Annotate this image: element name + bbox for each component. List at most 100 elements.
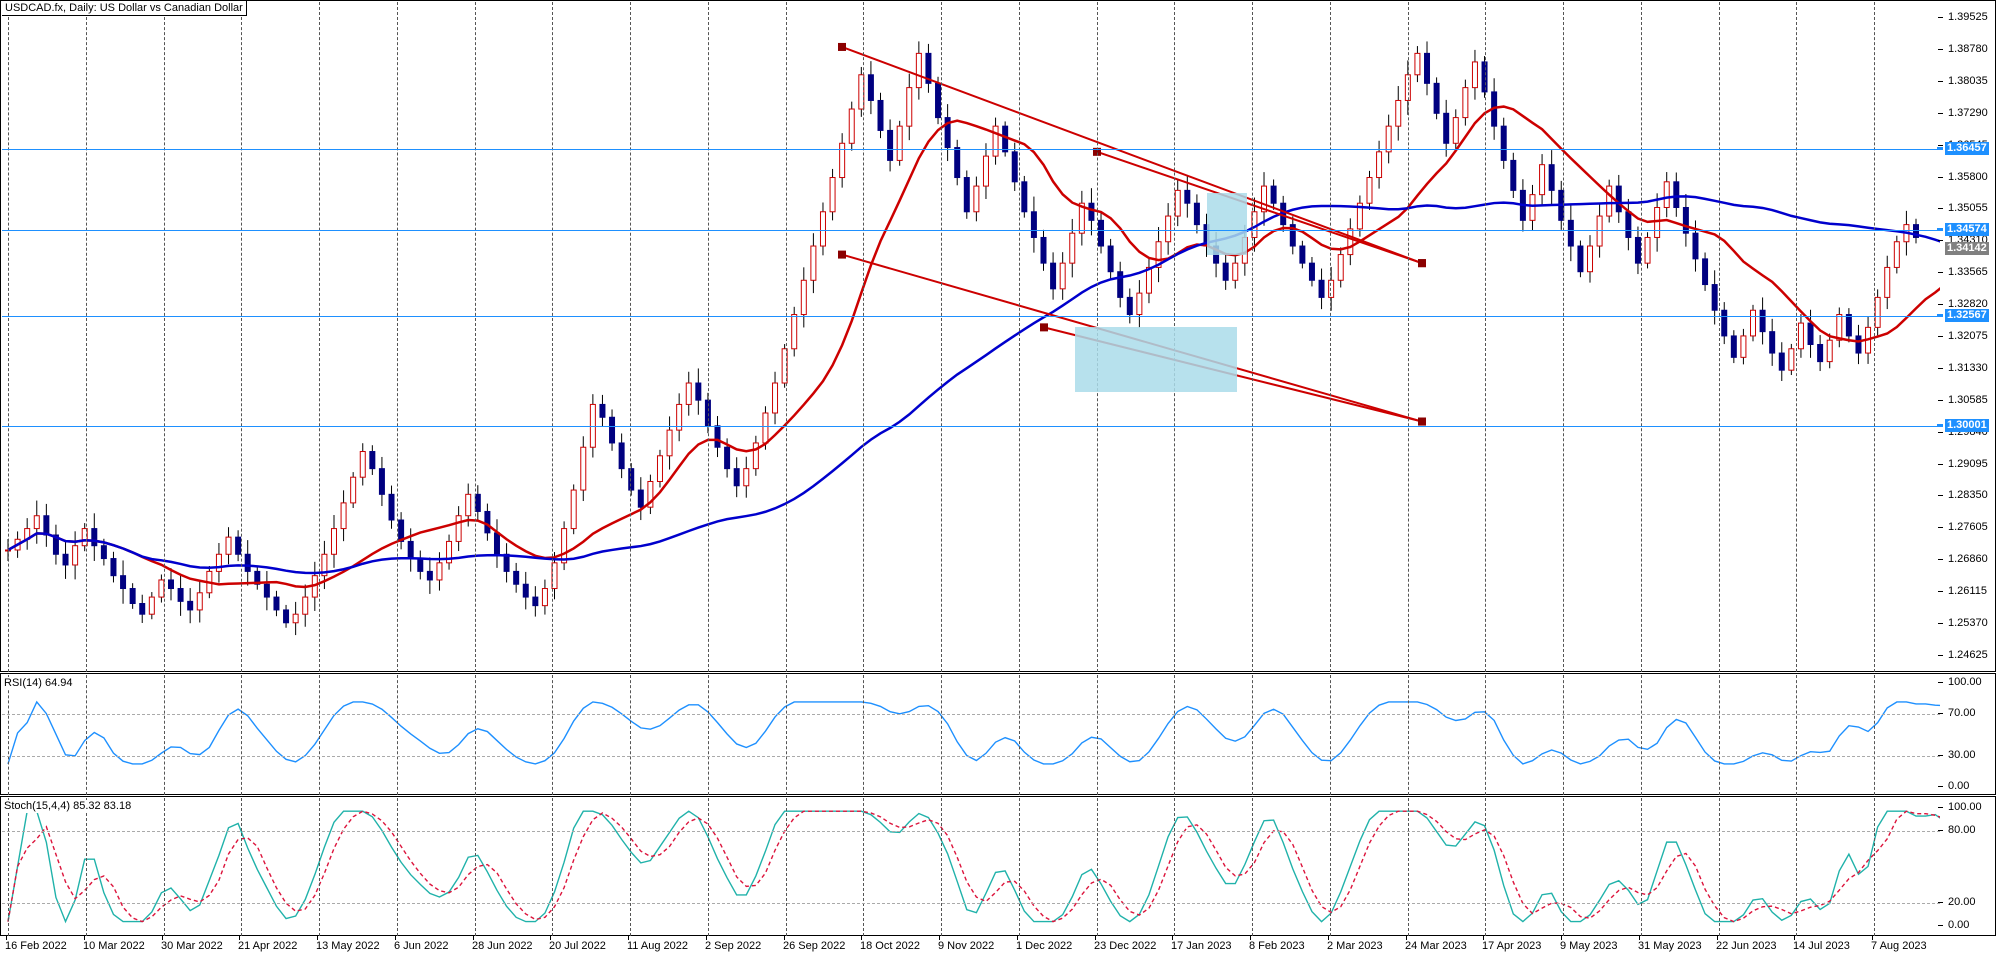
price-level-label: 1.30001 [1945,419,1989,432]
price-axis-label: 1.38035 [1948,75,1988,87]
price-level-label: 1.36457 [1945,142,1989,155]
date-axis-label: 14 Jul 2023 [1793,940,1850,952]
date-axis-tick [239,936,240,940]
downtrend-upper-handle[interactable] [1418,259,1426,268]
vertical-gridline [1796,2,1797,672]
price-axis-tick [1938,272,1943,273]
price-axis-label: 1.38780 [1948,43,1988,55]
date-axis-label: 2 Sep 2022 [705,940,762,952]
price-axis-label: 1.39525 [1948,11,1988,23]
date-axis-tick [1561,936,1562,940]
indicator-axis-tick [1938,682,1943,683]
vertical-gridline [708,798,709,936]
vertical-gridline [1019,798,1020,936]
price-axis-label: 1.30585 [1948,394,1988,406]
date-axis-label: 22 Jun 2023 [1716,940,1777,952]
date-axis-tick [1017,936,1018,940]
rsi-plot-area[interactable] [2,675,1940,795]
support-resistance-line[interactable] [2,426,1940,427]
price-axis-tick [1938,655,1943,656]
vertical-gridline [1019,675,1020,795]
downtrend-lower-inner-handle[interactable] [1040,323,1048,332]
vertical-gridline [1330,2,1331,672]
rsi-panel[interactable]: RSI(14) 64.94 100.00 70.00 30.00 0.00 [0,673,1996,795]
downtrend-upper-inner[interactable] [1096,150,1423,265]
price-axis-label: 1.35800 [1948,171,1988,183]
downtrend-upper-handle[interactable] [838,42,846,51]
vertical-gridline [786,798,787,936]
vertical-gridline [1641,2,1642,672]
price-axis-label: 1.37290 [1948,107,1988,119]
price-axis-label: 1.32075 [1948,330,1988,342]
downtrend-upper-inner-handle[interactable] [1418,259,1426,268]
indicator-level-line [2,831,1940,832]
price-axis-tick [1938,240,1943,241]
vertical-gridline [1330,675,1331,795]
vertical-gridline [1408,798,1409,936]
resistance-zone-box[interactable] [1207,192,1247,255]
price-axis-tick [1938,177,1943,178]
vertical-gridline [1719,2,1720,672]
vertical-gridline [1641,798,1642,936]
downtrend-lower-handle[interactable] [838,250,846,259]
vertical-gridline [1485,675,1486,795]
date-axis-tick [1406,936,1407,940]
stochastic-k-line [7,810,1940,924]
price-axis-tick [1938,432,1943,433]
downtrend-lower-handle[interactable] [1418,417,1426,426]
price-level-label: 1.32567 [1945,309,1989,322]
price-axis-tick [1938,527,1943,528]
date-axis-label: 26 Sep 2022 [783,940,846,952]
vertical-gridline [630,675,631,795]
price-axis-label: 1.33565 [1948,266,1988,278]
support-zone-box[interactable] [1075,327,1237,392]
price-chart-panel[interactable]: 1.395251.387801.380351.372901.365451.358… [0,0,1996,672]
vertical-gridline [863,2,864,672]
date-axis-tick [317,936,318,940]
vertical-gridline [708,675,709,795]
price-level-marker [1937,147,1943,150]
vertical-gridline [164,2,165,672]
vertical-gridline [1874,2,1875,672]
vertical-gridline [86,798,87,936]
price-axis-label: 1.26860 [1948,553,1988,565]
stochastic-panel[interactable]: Stoch(15,4,4) 85.32 83.18 100.00 80.00 20.… [0,796,1996,936]
date-axis-tick [550,936,551,940]
date-axis-tick [473,936,474,940]
date-axis-label: 11 Aug 2022 [627,940,688,952]
support-resistance-line[interactable] [2,149,1940,150]
vertical-gridline [1796,798,1797,936]
date-axis-label: 31 May 2023 [1638,940,1702,952]
price-axis-tick [1938,304,1943,305]
price-axis-label: 1.29840 [1948,426,1988,438]
vertical-gridline [1097,675,1098,795]
price-level-marker [1937,228,1943,231]
price-level-marker [1937,424,1943,427]
support-resistance-line[interactable] [2,316,1940,317]
price-series-overlay [5,41,1940,636]
vertical-gridline [241,798,242,936]
indicator-axis-tick [1938,902,1943,903]
date-axis-label: 23 Dec 2022 [1094,940,1157,952]
vertical-gridline [552,2,553,672]
vertical-gridline [941,798,942,936]
date-axis[interactable]: 16 Feb 2022 10 Mar 2022 30 Mar 2022 21 Apr … [0,936,1996,958]
date-axis-label: 28 Jun 2022 [472,940,533,952]
downtrend-lower-inner-handle[interactable] [1418,417,1426,426]
vertical-gridline [863,675,864,795]
indicator-axis-tick [1938,755,1943,756]
price-level-label: 1.34142 [1945,242,1989,255]
support-resistance-line[interactable] [2,230,1940,231]
date-axis-label: 20 Jul 2022 [549,940,606,952]
stochastic-plot-area[interactable] [2,798,1940,936]
rsi-line [7,700,1940,765]
date-axis-label: 13 May 2022 [316,940,380,952]
price-plot-area[interactable] [2,2,1940,672]
vertical-gridline [1563,798,1564,936]
rsi-axis [1938,674,1995,794]
vertical-gridline [630,798,631,936]
vertical-gridline [1874,798,1875,936]
date-axis-tick [784,936,785,940]
vertical-gridline [1174,675,1175,795]
vertical-gridline [397,798,398,936]
